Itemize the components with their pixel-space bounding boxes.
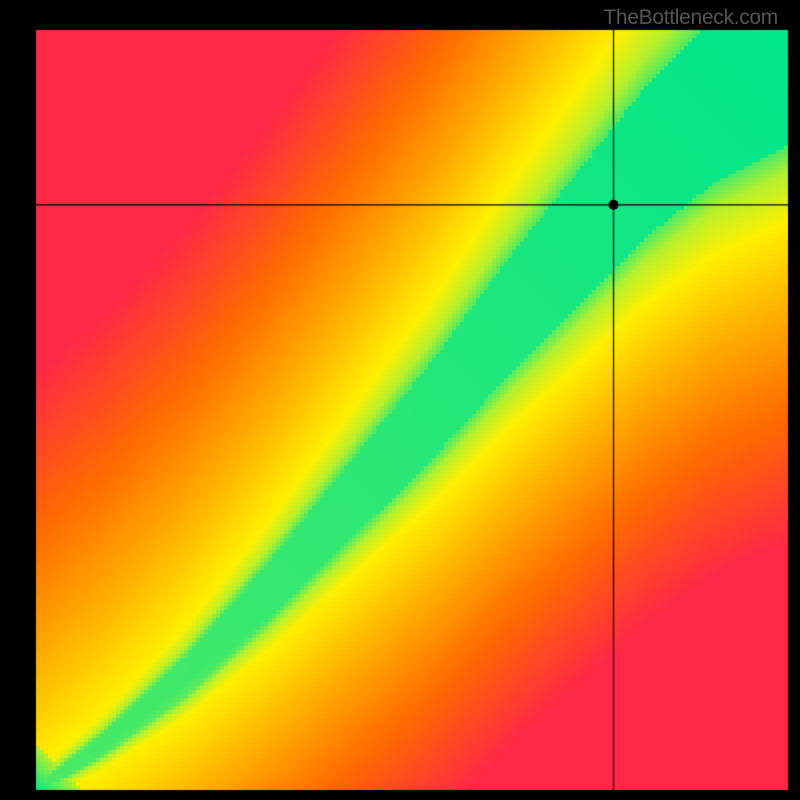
bottleneck-heatmap xyxy=(0,0,800,800)
watermark-text: TheBottleneck.com xyxy=(603,6,778,30)
